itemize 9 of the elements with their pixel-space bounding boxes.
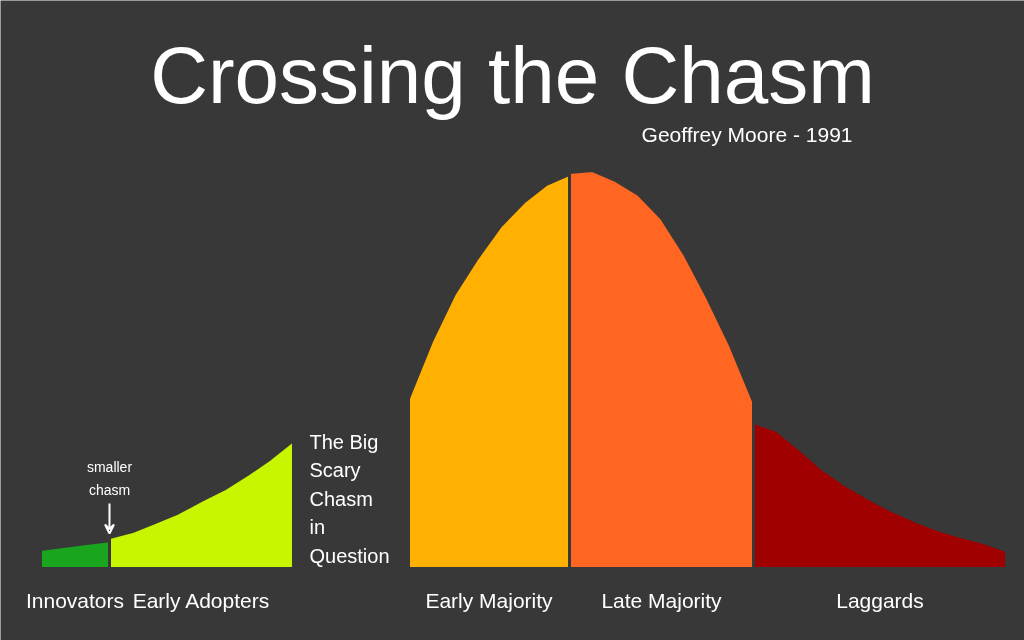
series-label: Late Majority [601, 589, 723, 612]
annotation: smaller chasm [86, 459, 133, 498]
chart-title: Crossing the Chasm [150, 31, 875, 120]
series-label: Early Majority [425, 589, 554, 612]
series-label: Laggards [836, 589, 924, 612]
annotation: The Big Scary Chasm in Question [309, 430, 390, 567]
chart-subtitle: Geoffrey Moore - 1991 [641, 123, 853, 146]
series-label: Early Adopters [132, 589, 270, 612]
series-label: Innovators [25, 589, 125, 612]
